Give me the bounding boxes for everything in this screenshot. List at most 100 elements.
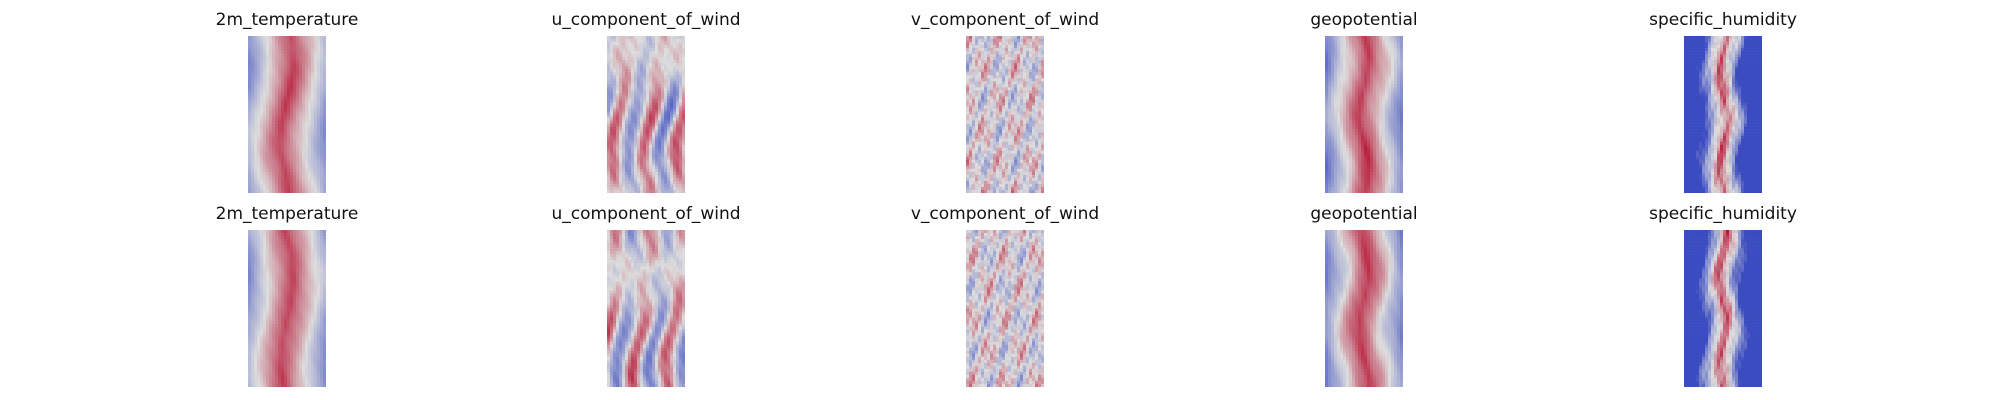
heatmap-cell bbox=[1382, 114, 1386, 118]
heatmap-cell bbox=[990, 39, 994, 43]
heatmap-cell bbox=[1041, 66, 1044, 70]
heatmap-cell bbox=[278, 39, 282, 43]
heatmap-cell bbox=[1352, 123, 1356, 127]
heatmap-cell bbox=[610, 105, 614, 109]
heatmap-cell bbox=[248, 84, 252, 88]
heatmap-cell bbox=[1017, 96, 1021, 100]
panel-title: 2m_temperature bbox=[215, 10, 359, 30]
heatmap-cell bbox=[275, 123, 279, 127]
heatmap-cell bbox=[640, 93, 644, 97]
heatmap-cell bbox=[996, 174, 1000, 179]
heatmap-cell bbox=[254, 36, 258, 40]
heatmap-cell bbox=[308, 42, 312, 46]
heatmap-cell bbox=[658, 156, 662, 161]
heatmap-cell bbox=[1376, 72, 1380, 76]
heatmap-cell bbox=[299, 156, 303, 161]
heatmap-cell bbox=[1029, 114, 1033, 118]
heatmap-cell bbox=[984, 117, 988, 121]
heatmap-cell bbox=[981, 138, 985, 142]
heatmap-cell bbox=[290, 117, 294, 121]
heatmap-cell bbox=[1397, 75, 1401, 79]
heatmap-cell bbox=[281, 93, 285, 97]
heatmap-cell bbox=[296, 96, 300, 100]
heatmap-cell bbox=[1029, 156, 1033, 161]
heatmap-cell bbox=[664, 45, 668, 49]
heatmap-cell bbox=[637, 69, 641, 73]
heatmap-cell bbox=[978, 93, 982, 97]
heatmap-cell bbox=[987, 126, 991, 130]
heatmap-cell bbox=[613, 141, 617, 145]
heatmap-cell bbox=[676, 156, 680, 161]
heatmap-cell bbox=[1017, 183, 1021, 188]
heatmap-cell bbox=[661, 54, 665, 58]
heatmap-cell bbox=[1385, 108, 1389, 112]
heatmap-cell bbox=[302, 75, 306, 79]
heatmap-cell bbox=[1388, 105, 1392, 109]
heatmap-cell bbox=[613, 168, 617, 173]
heatmap-cell bbox=[1340, 126, 1344, 130]
heatmap-cell bbox=[679, 93, 683, 97]
heatmap-cell bbox=[655, 102, 659, 106]
heatmap-cell bbox=[266, 90, 270, 94]
heatmap-cell bbox=[1041, 168, 1044, 173]
heatmap-cell bbox=[251, 177, 255, 182]
heatmap-cell bbox=[1017, 165, 1021, 170]
heatmap-cell bbox=[1331, 69, 1335, 73]
heatmap-cell bbox=[619, 186, 623, 191]
heatmap-cell bbox=[1041, 111, 1044, 115]
heatmap-cell bbox=[975, 147, 979, 152]
heatmap-cell bbox=[302, 126, 306, 130]
heatmap-cell bbox=[616, 102, 620, 106]
heatmap-cell bbox=[1325, 99, 1329, 103]
heatmap-cell bbox=[673, 75, 677, 79]
heatmap-cell bbox=[257, 48, 261, 52]
heatmap-cell bbox=[610, 126, 614, 130]
heatmap-cell bbox=[263, 42, 267, 46]
heatmap-cell bbox=[278, 138, 282, 142]
heatmap-cell bbox=[1038, 102, 1042, 106]
heatmap-cell bbox=[631, 177, 635, 182]
heatmap-cell bbox=[1340, 75, 1344, 79]
heatmap-cell bbox=[993, 45, 997, 49]
heatmap-cell bbox=[272, 120, 276, 124]
heatmap-cell bbox=[284, 102, 288, 106]
heatmap-cell bbox=[314, 57, 318, 61]
heatmap-cell bbox=[1340, 99, 1344, 103]
heatmap-cell bbox=[257, 117, 261, 121]
heatmap-cell bbox=[622, 177, 626, 182]
heatmap-cell bbox=[984, 186, 988, 191]
heatmap-cell bbox=[1017, 57, 1021, 61]
heatmap-cell bbox=[1343, 138, 1347, 142]
heatmap-cell bbox=[266, 108, 270, 112]
heatmap-cell bbox=[290, 96, 294, 100]
heatmap-cell bbox=[682, 117, 685, 121]
heatmap-cell bbox=[317, 162, 321, 167]
heatmap-cell bbox=[299, 174, 303, 179]
heatmap-cell bbox=[1029, 150, 1033, 155]
heatmap-cell bbox=[646, 123, 650, 127]
heatmap-cell bbox=[622, 39, 626, 43]
heatmap-cell bbox=[1008, 168, 1012, 173]
heatmap-cell bbox=[993, 165, 997, 170]
heatmap-cell bbox=[272, 159, 276, 164]
heatmap-cell bbox=[260, 87, 264, 91]
heatmap-cell bbox=[317, 42, 321, 46]
heatmap-cell bbox=[311, 180, 315, 185]
heatmap-cell bbox=[682, 90, 685, 94]
heatmap-cell bbox=[1029, 144, 1033, 149]
heatmap-cell bbox=[257, 105, 261, 109]
heatmap-cell bbox=[969, 123, 973, 127]
heatmap-cell bbox=[1385, 51, 1389, 55]
heatmap-cell bbox=[975, 84, 979, 88]
field-map bbox=[966, 36, 1044, 193]
heatmap-cell bbox=[999, 144, 1003, 149]
heatmap-cell bbox=[302, 45, 306, 49]
heatmap-cell bbox=[972, 54, 976, 58]
heatmap-cell bbox=[284, 90, 288, 94]
heatmap-cell bbox=[643, 111, 647, 115]
heatmap-cell bbox=[287, 123, 291, 127]
heatmap-cell bbox=[275, 132, 279, 136]
heatmap-cell bbox=[634, 186, 638, 191]
heatmap-cell bbox=[682, 138, 685, 142]
heatmap-cell bbox=[269, 177, 273, 182]
